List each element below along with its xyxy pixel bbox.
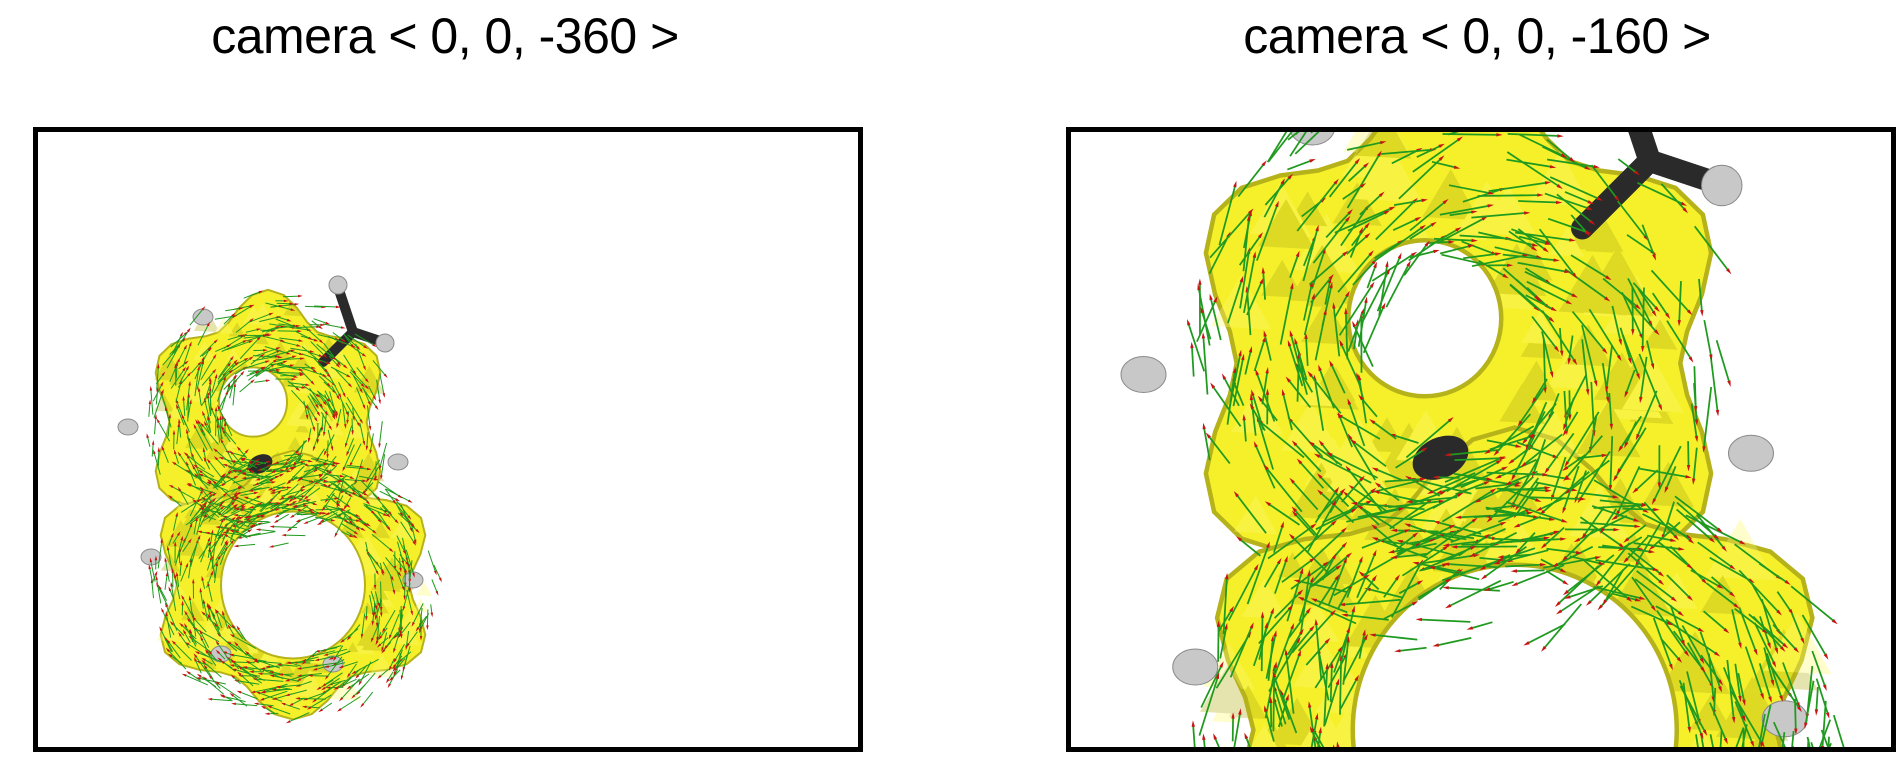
current-density-render-near — [1120, 132, 1845, 747]
current-density-arrows — [146, 290, 442, 724]
hydrogen-atom — [375, 333, 395, 353]
current-density-arrows — [1187, 132, 1845, 747]
ring-holes — [1346, 237, 1679, 747]
ring-hole-2 — [1350, 562, 1679, 747]
ring-hole-2 — [220, 510, 366, 660]
panel-title-left: camera < 0, 0, -360 > — [211, 8, 679, 64]
bond-stick — [333, 282, 358, 337]
hydrogen-atom — [117, 418, 139, 436]
ring-hole-1 — [1346, 237, 1504, 399]
hydrogen-atom — [1761, 700, 1808, 738]
bond-stick — [318, 327, 358, 367]
panel-title-right: camera < 0, 0, -160 > — [1243, 8, 1711, 64]
methyl-group — [1571, 132, 1743, 240]
hydrogen-atom — [1120, 356, 1167, 393]
ring-holes — [218, 366, 366, 660]
viewport-far-camera — [33, 127, 863, 752]
hydrogen-atom — [1701, 164, 1743, 207]
bond-stick — [1628, 132, 1661, 172]
bond-stick — [1571, 149, 1661, 240]
viewport-near-camera — [1066, 127, 1896, 752]
hydrogen-atom — [322, 655, 344, 673]
hydrogen-atoms — [1120, 132, 1808, 738]
hydrogen-atom — [1728, 434, 1774, 472]
hydrogen-atom — [1172, 648, 1219, 686]
current-density-render-far — [117, 275, 442, 724]
hydrogen-atom — [328, 275, 348, 295]
methyl-group — [318, 275, 395, 367]
carbon-atom — [1412, 435, 1469, 480]
hydrogen-atom — [387, 453, 409, 471]
ring-hole-1 — [218, 366, 288, 438]
